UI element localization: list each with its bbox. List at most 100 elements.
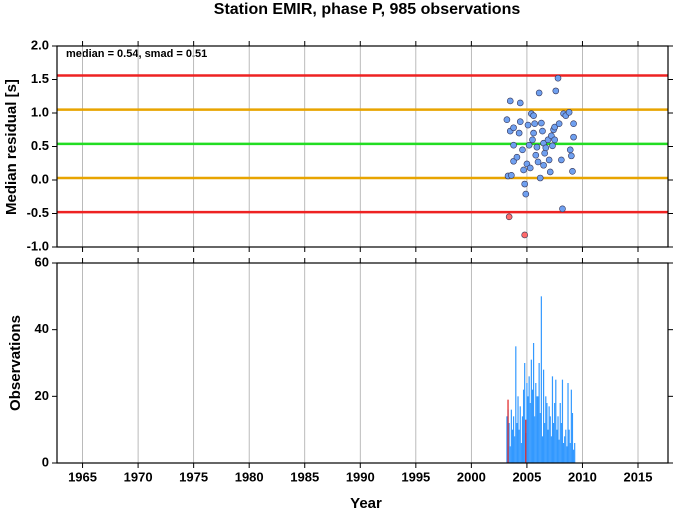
x-tick-label: 2015 xyxy=(624,469,653,484)
x-tick-label: 1990 xyxy=(346,469,375,484)
bar xyxy=(519,406,521,463)
point xyxy=(565,109,573,116)
bar xyxy=(506,416,508,463)
point xyxy=(551,136,558,144)
bar xyxy=(510,409,512,463)
bar xyxy=(560,423,562,463)
plot-frame xyxy=(56,45,669,248)
bar xyxy=(545,396,547,463)
y-tick-label: 20 xyxy=(35,388,49,403)
point xyxy=(530,112,537,119)
point xyxy=(505,213,513,221)
bar xyxy=(534,416,536,463)
x-tick-label: 1980 xyxy=(235,469,264,484)
bar xyxy=(558,439,560,463)
point xyxy=(551,123,558,131)
point xyxy=(521,180,528,188)
bar xyxy=(550,436,552,463)
y-tick-label: -0.5 xyxy=(27,205,49,220)
point xyxy=(569,167,576,175)
bar xyxy=(556,429,558,463)
x-tick-label: 1965 xyxy=(68,469,97,484)
point xyxy=(531,120,538,128)
y-tick-label: 2.0 xyxy=(31,37,49,52)
y-tick-label: 0.5 xyxy=(31,138,49,153)
point xyxy=(545,156,553,164)
bar xyxy=(561,379,564,463)
point xyxy=(566,146,574,154)
x-axis-label: Year xyxy=(350,495,382,511)
point xyxy=(503,116,511,123)
bar xyxy=(520,443,522,463)
x-tick-label: 2000 xyxy=(457,469,486,484)
bar xyxy=(572,449,575,463)
bar xyxy=(542,369,545,463)
bar xyxy=(531,389,534,463)
point xyxy=(535,89,543,97)
bar xyxy=(540,296,542,463)
y-tick-label: 60 xyxy=(35,254,49,269)
bar xyxy=(539,413,541,463)
bar xyxy=(538,363,540,463)
point xyxy=(549,142,556,150)
bar xyxy=(527,396,529,463)
bar xyxy=(508,423,510,463)
bar xyxy=(551,376,554,463)
chart-title: Station EMIR, phase P, 985 observations xyxy=(214,1,521,18)
bar xyxy=(571,413,574,463)
point xyxy=(510,124,517,132)
bar xyxy=(552,423,555,463)
y-tick-label: 1.5 xyxy=(31,71,49,86)
point xyxy=(506,97,514,105)
point xyxy=(516,118,524,126)
point xyxy=(552,87,560,95)
bar xyxy=(562,443,565,463)
x-tick-label: 1995 xyxy=(401,469,430,484)
point xyxy=(554,74,562,82)
point xyxy=(530,129,537,137)
bar xyxy=(565,429,567,463)
bar xyxy=(526,383,528,463)
y-axis-label: Observations xyxy=(7,315,24,411)
bar xyxy=(566,446,568,463)
point xyxy=(542,144,550,152)
point xyxy=(532,151,540,159)
x-tick-label: 2010 xyxy=(568,469,597,484)
y-tick-label: 1.0 xyxy=(31,104,49,119)
point xyxy=(555,120,563,128)
bar xyxy=(517,396,519,463)
bar xyxy=(548,406,550,463)
bar xyxy=(536,396,538,463)
bar xyxy=(528,376,530,463)
point xyxy=(558,156,565,164)
point xyxy=(546,168,554,176)
bar xyxy=(524,363,526,463)
point xyxy=(570,120,577,128)
bar xyxy=(521,416,524,463)
y-tick-label: -1.0 xyxy=(27,238,49,253)
bar xyxy=(529,403,531,463)
point xyxy=(513,153,521,161)
bar xyxy=(511,429,514,463)
bar xyxy=(564,436,566,463)
point xyxy=(526,164,534,172)
bar xyxy=(537,396,539,463)
bar xyxy=(544,423,546,463)
bar xyxy=(515,346,517,463)
x-tick-label: 1970 xyxy=(124,469,153,484)
bar xyxy=(535,383,537,463)
bar xyxy=(525,419,527,463)
point xyxy=(559,205,566,213)
bar xyxy=(518,429,520,463)
point xyxy=(540,161,547,169)
point xyxy=(519,146,526,154)
bar xyxy=(557,416,559,463)
x-tick-label: 1985 xyxy=(290,469,319,484)
point xyxy=(510,141,517,149)
bar xyxy=(514,436,516,463)
bar xyxy=(549,416,551,463)
point xyxy=(570,133,577,141)
bar xyxy=(568,429,570,463)
plot-frame xyxy=(56,262,669,464)
